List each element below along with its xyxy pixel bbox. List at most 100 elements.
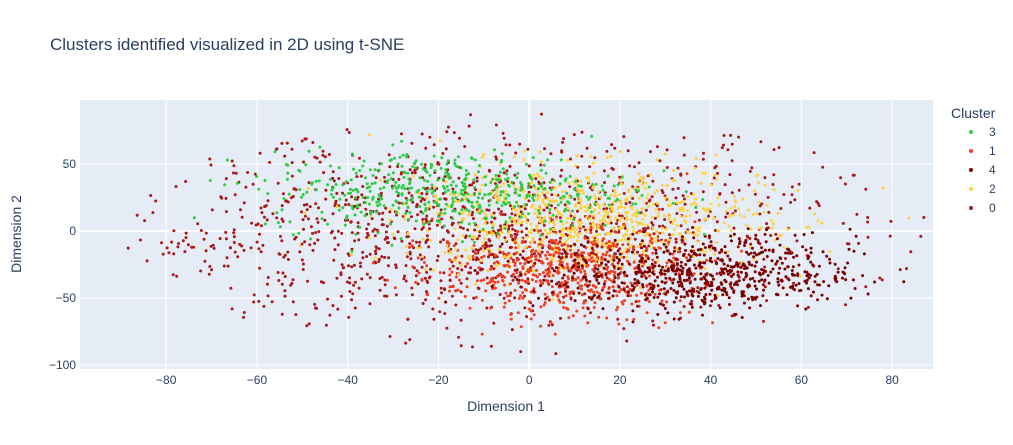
point: [579, 243, 583, 247]
point: [471, 210, 475, 214]
point: [386, 236, 390, 240]
legend-item-4[interactable]: 4: [969, 163, 996, 177]
point: [839, 176, 843, 180]
point: [418, 253, 422, 257]
point: [755, 174, 759, 178]
point: [232, 171, 235, 175]
point: [326, 222, 330, 226]
point: [425, 214, 429, 218]
point: [614, 230, 618, 234]
point: [392, 236, 396, 240]
point: [806, 305, 810, 309]
point: [699, 305, 703, 309]
point: [740, 292, 744, 296]
point: [805, 278, 809, 282]
point: [558, 291, 562, 294]
point: [329, 164, 332, 168]
legend-item-3[interactable]: 3: [969, 125, 996, 139]
point: [545, 235, 548, 239]
point: [513, 288, 517, 292]
point: [530, 278, 534, 282]
point: [389, 177, 393, 181]
point: [585, 215, 589, 219]
point: [432, 317, 436, 321]
point: [149, 194, 153, 197]
point: [687, 273, 691, 277]
point: [366, 231, 369, 235]
point: [573, 242, 576, 246]
point: [650, 221, 654, 225]
point: [390, 243, 394, 247]
legend-item-2[interactable]: 2: [969, 182, 996, 196]
point: [549, 263, 553, 267]
point: [377, 193, 381, 197]
point: [881, 186, 885, 190]
point: [581, 191, 585, 195]
point: [641, 222, 645, 226]
point: [516, 230, 520, 234]
point: [732, 226, 736, 230]
point: [796, 189, 800, 192]
point: [233, 193, 237, 197]
point: [513, 296, 517, 300]
point: [420, 257, 424, 261]
point: [352, 283, 356, 287]
point: [623, 299, 626, 303]
point: [786, 265, 790, 269]
point: [547, 298, 551, 302]
point: [766, 195, 770, 199]
point: [608, 278, 612, 281]
point: [738, 213, 742, 217]
legend-item-1[interactable]: 1: [969, 144, 996, 158]
point: [757, 279, 761, 283]
point: [661, 207, 664, 211]
point: [694, 157, 698, 160]
point: [644, 298, 648, 302]
point: [502, 305, 506, 309]
point: [373, 181, 377, 185]
point: [288, 220, 292, 224]
point: [523, 214, 527, 218]
point: [509, 245, 513, 249]
point: [648, 282, 652, 286]
point: [655, 229, 659, 233]
point: [458, 261, 462, 265]
point: [772, 148, 776, 152]
point: [666, 290, 670, 294]
point: [674, 296, 678, 300]
point: [583, 272, 587, 276]
point: [411, 239, 415, 243]
point: [595, 244, 599, 248]
point: [365, 227, 369, 231]
point: [741, 290, 745, 294]
point: [401, 202, 404, 206]
legend-item-0[interactable]: 0: [969, 201, 996, 215]
point: [689, 272, 693, 276]
point: [528, 245, 532, 249]
point: [701, 171, 705, 175]
point: [475, 200, 479, 204]
point: [336, 307, 340, 311]
point: [490, 284, 494, 288]
point: [539, 163, 543, 167]
point: [602, 266, 606, 270]
point: [651, 223, 655, 227]
point: [451, 180, 455, 184]
point: [593, 202, 597, 206]
point: [494, 253, 498, 257]
point: [305, 208, 309, 212]
point: [566, 216, 570, 220]
point: [552, 228, 555, 231]
point: [632, 260, 636, 264]
point: [409, 215, 413, 219]
point: [358, 156, 361, 160]
point: [578, 256, 582, 260]
point: [230, 159, 234, 163]
point: [240, 215, 244, 219]
point: [703, 286, 707, 290]
point: [684, 249, 687, 252]
point: [504, 178, 508, 181]
point: [536, 192, 540, 196]
point: [470, 213, 474, 217]
point: [535, 258, 539, 262]
